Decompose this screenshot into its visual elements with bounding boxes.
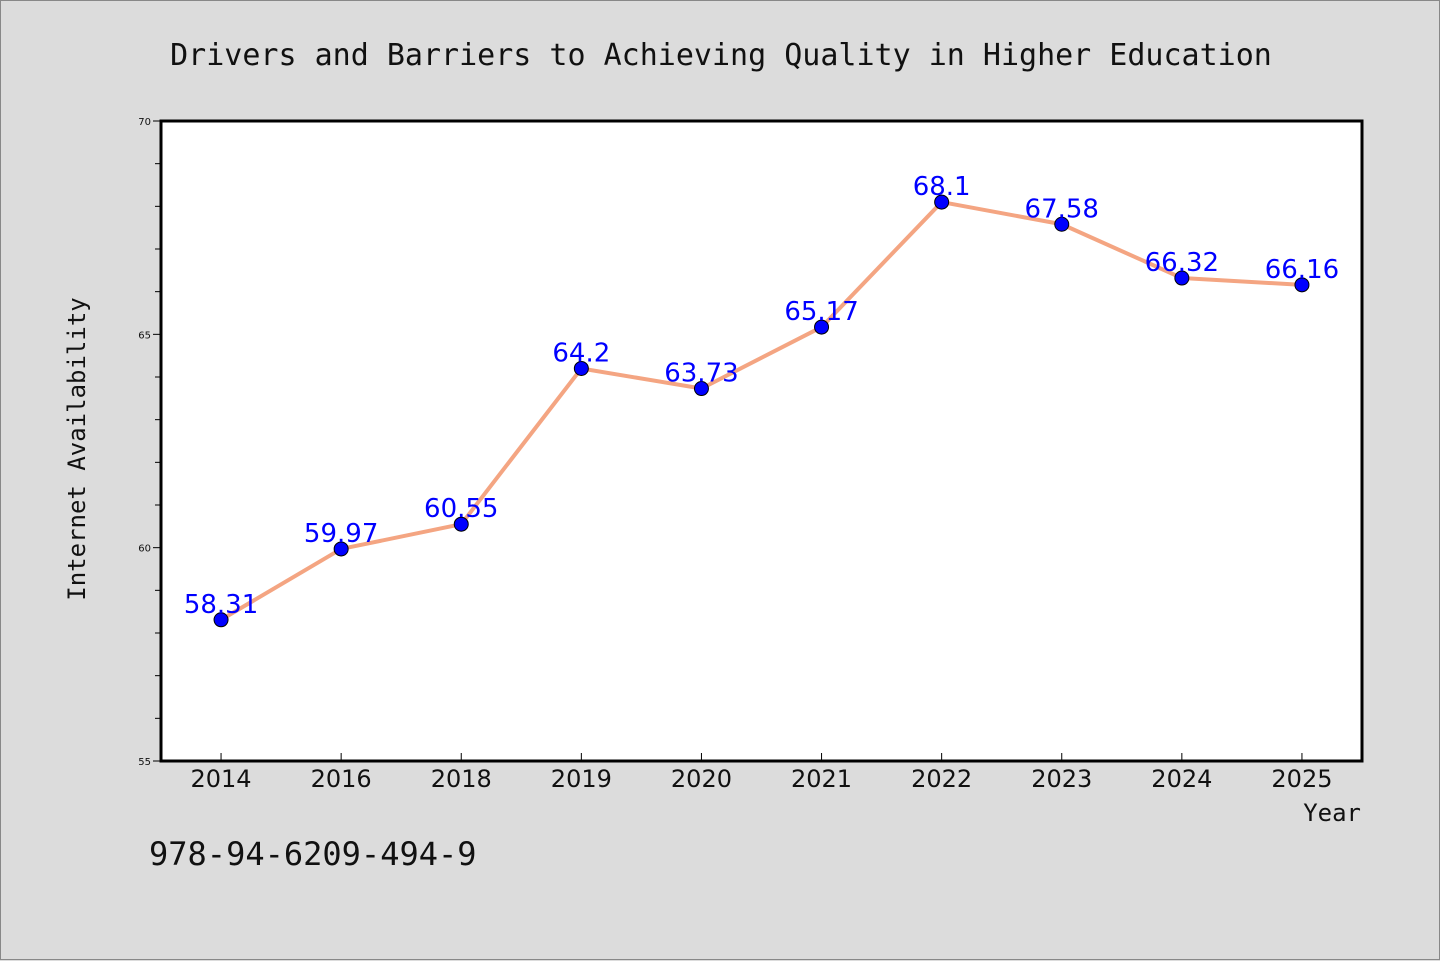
y-axis-label: Internet Availability	[63, 297, 91, 600]
x-tick-label: 2022	[911, 765, 972, 793]
data-label: 64.2	[552, 338, 610, 368]
data-label: 59.97	[304, 519, 378, 549]
x-axis: 2014 2016 2018 2019 2020 2021 2022 2023 2024 2025	[191, 753, 1332, 793]
y-tick-label: 65	[138, 330, 151, 341]
x-tick-label: 2024	[1151, 765, 1212, 793]
data-point	[693, 381, 709, 397]
x-tick-label: 2023	[1031, 765, 1092, 793]
data-label: 63.73	[664, 359, 738, 389]
data-point	[1054, 216, 1070, 232]
x-axis-label: Year	[1303, 799, 1361, 827]
isbn-text: 978-94-6209-494-9	[149, 835, 477, 873]
chart-title: Drivers and Barriers to Achieving Qualit…	[170, 38, 1272, 73]
series-line-group: 58.31 59.97 60.55 64.2 63.73 65.17 68.1 67.58 66…	[184, 172, 1339, 628]
y-tick-label: 70	[138, 117, 151, 128]
data-label: 67.58	[1025, 194, 1099, 224]
data-point	[213, 612, 229, 628]
data-point	[1174, 270, 1190, 286]
data-point	[1294, 277, 1310, 293]
data-point	[814, 319, 830, 335]
data-label: 66.16	[1265, 255, 1339, 285]
data-point	[453, 516, 469, 532]
series-line	[219, 200, 1304, 622]
data-label: 65.17	[784, 297, 858, 327]
x-tick-label: 2021	[791, 765, 852, 793]
data-label: 60.55	[424, 494, 498, 524]
data-point	[333, 541, 349, 557]
data-point	[573, 360, 589, 376]
x-tick-label: 2014	[191, 765, 252, 793]
data-point	[934, 194, 950, 210]
data-label: 68.1	[913, 172, 971, 202]
y-tick-label: 55	[138, 757, 151, 768]
data-label: 58.31	[184, 590, 258, 620]
x-tick-label: 2019	[551, 765, 612, 793]
x-tick-label: 2025	[1271, 765, 1332, 793]
data-label: 66.32	[1145, 248, 1219, 278]
x-tick-label: 2020	[671, 765, 732, 793]
y-axis: 55 60 65 70	[138, 117, 161, 768]
x-tick-label: 2016	[311, 765, 372, 793]
y-tick-label: 60	[138, 544, 151, 555]
x-tick-label: 2018	[431, 765, 492, 793]
plot-area	[159, 119, 1364, 763]
